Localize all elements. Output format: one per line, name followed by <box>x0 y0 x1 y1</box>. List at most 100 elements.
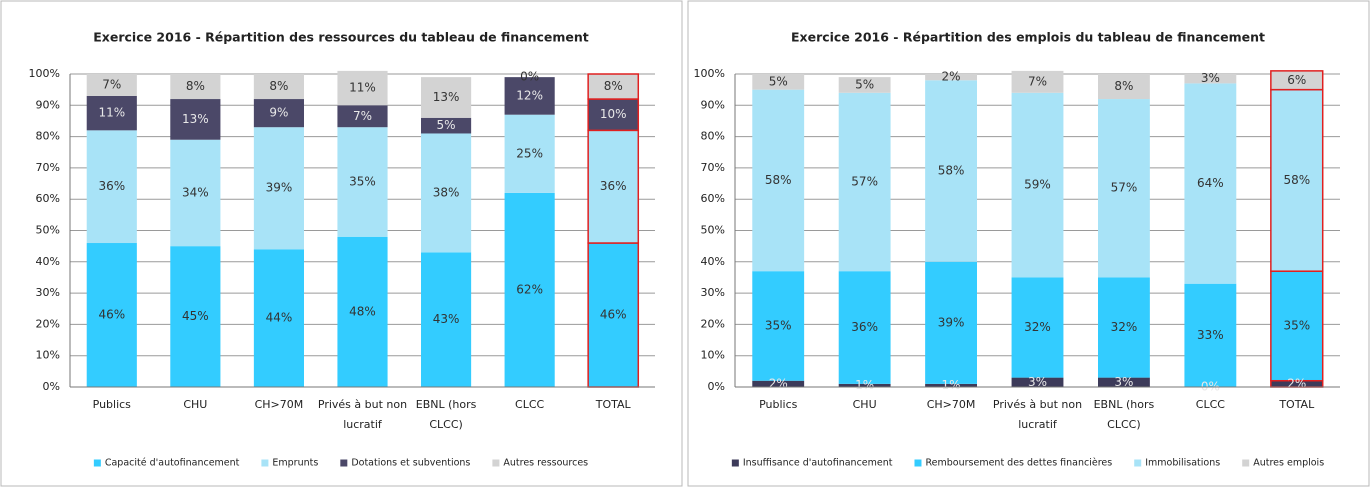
legend-label: Dotations et subventions <box>351 458 470 469</box>
data-label: 13% <box>433 90 460 104</box>
bar-segment <box>752 271 805 381</box>
data-label: 12% <box>516 88 543 102</box>
legend-swatch <box>261 459 269 467</box>
data-label: 11% <box>349 81 376 95</box>
data-label: 39% <box>938 315 965 329</box>
bar-segment <box>925 261 977 384</box>
data-label: 9% <box>269 106 288 120</box>
legend-label: Autres emplois <box>1253 458 1324 469</box>
x-tick-label-box: CLCC <box>1195 398 1225 411</box>
data-label: 32% <box>1111 320 1138 334</box>
x-tick-label: EBNL (hors CLCC) <box>1093 398 1155 431</box>
bar-segment <box>504 114 555 193</box>
data-label: 62% <box>516 282 543 296</box>
x-tick-label-box: CHU <box>852 398 877 411</box>
y-tick-label: 70% <box>36 161 60 174</box>
legend-swatch <box>340 459 348 467</box>
data-label: 8% <box>1114 79 1133 93</box>
bar-segment <box>421 77 472 118</box>
bar-segment <box>925 80 977 262</box>
data-label: 43% <box>433 312 460 326</box>
bar-segment <box>587 129 640 244</box>
bar-segment <box>1270 88 1324 272</box>
data-label: 34% <box>182 185 209 199</box>
bar-segment <box>1011 92 1064 278</box>
bar-segment <box>337 127 388 237</box>
x-tick-label-box: TOTAL <box>595 398 631 411</box>
x-tick-label-box: CLCC <box>515 398 544 411</box>
bar-segment <box>1011 377 1064 387</box>
data-label: 25% <box>516 146 543 160</box>
x-tick-label: TOTAL <box>1279 398 1315 411</box>
data-label: 45% <box>182 309 209 323</box>
bar-segment <box>170 246 221 387</box>
bar-segment <box>253 249 304 387</box>
x-tick-label-box: CH>70M <box>254 398 304 411</box>
y-tick-label: 50% <box>701 224 725 237</box>
x-tick-label: CLCC <box>1195 398 1225 411</box>
y-tick-label: 70% <box>701 161 725 174</box>
data-label: 2% <box>769 376 788 390</box>
bar-segment <box>1011 277 1064 378</box>
bar-segment <box>504 192 555 387</box>
bar-segment <box>253 127 304 250</box>
y-tick-label: 10% <box>36 349 60 362</box>
x-tick-label-box: Publics <box>93 398 131 411</box>
x-tick-label: CH>70M <box>254 398 304 411</box>
bar-segment <box>838 383 891 387</box>
chart-title: Exercice 2016 - Répartition des emplois … <box>791 30 1265 45</box>
bar-segment <box>86 243 137 387</box>
data-label: 8% <box>186 79 205 93</box>
data-label: 8% <box>604 79 623 93</box>
data-label: 1% <box>942 378 961 392</box>
data-label: 5% <box>769 74 788 88</box>
legend-swatch <box>1242 459 1250 467</box>
x-tick-label-box: Privés à but non lucratif <box>318 398 407 431</box>
x-tick-label-box: Publics <box>759 398 797 411</box>
bar-segment <box>1270 70 1324 91</box>
bar-segment <box>253 99 304 128</box>
bar-segment <box>752 74 805 90</box>
data-label: 39% <box>266 181 293 195</box>
legend-swatch <box>731 459 739 467</box>
bar-segment <box>587 242 640 388</box>
bar-segment <box>1098 99 1150 278</box>
data-label: 59% <box>1024 178 1051 192</box>
data-label: 32% <box>1024 320 1051 334</box>
legend-label: Emprunts <box>272 458 318 469</box>
legend-swatch <box>93 459 101 467</box>
data-label: 3% <box>1201 71 1220 85</box>
y-tick-label: 100% <box>29 67 60 80</box>
bar-segment <box>504 77 555 115</box>
y-tick-label: 0% <box>708 380 725 393</box>
bar-segment <box>86 74 137 96</box>
legend-label: Insuffisance d'autofinancement <box>743 458 893 469</box>
data-label: 2% <box>1287 376 1306 390</box>
y-tick-label: 60% <box>701 192 725 205</box>
x-tick-label: CHU <box>852 398 877 411</box>
data-label: 2% <box>942 70 961 84</box>
bar-segment <box>925 383 977 387</box>
data-label: 57% <box>851 174 878 188</box>
x-tick-label: TOTAL <box>595 398 631 411</box>
data-label: 5% <box>855 77 874 91</box>
chart-title: Exercice 2016 - Répartition des ressourc… <box>93 30 589 45</box>
data-label: 58% <box>1283 173 1310 187</box>
y-tick-label: 20% <box>36 317 60 330</box>
x-tick-label-box: CHU <box>183 398 208 411</box>
bar-segment <box>1184 83 1237 284</box>
data-label: 58% <box>938 164 965 178</box>
x-tick-label-box: TOTAL <box>1279 398 1315 411</box>
legend-swatch <box>914 459 922 467</box>
bar-segment <box>170 99 221 140</box>
x-tick-label: CHU <box>183 398 208 411</box>
bar-segment <box>170 74 221 100</box>
legend-swatch <box>1134 459 1142 467</box>
data-label: 13% <box>182 112 209 126</box>
bar-segment <box>1011 70 1064 93</box>
bar-segment <box>337 236 388 387</box>
x-tick-label: CH>70M <box>926 398 976 411</box>
x-tick-label-box: EBNL (hors CLCC) <box>1093 398 1155 431</box>
data-label: 1% <box>855 378 874 392</box>
data-label: 57% <box>1111 181 1138 195</box>
